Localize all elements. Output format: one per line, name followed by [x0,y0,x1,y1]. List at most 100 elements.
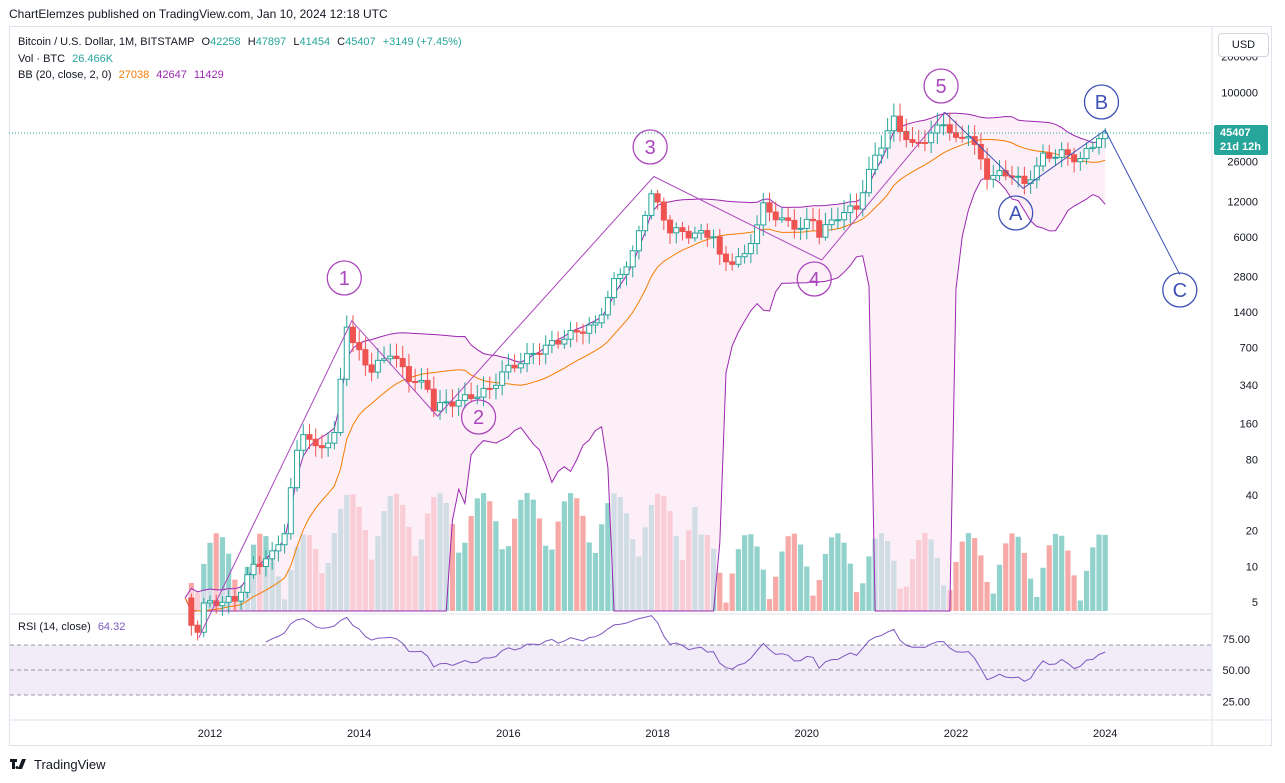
candle-body [1046,152,1053,159]
volume-bar [207,542,213,611]
volume-bar [555,521,561,611]
wave-label-5: 5 [936,76,947,98]
price-tick-label: 340 [1240,380,1258,392]
candle-body [194,624,201,633]
volume-value: 26.466K [72,53,114,65]
volume-bar [1096,534,1102,611]
volume-bar [717,572,723,611]
candle-body [859,192,866,210]
candle-body [710,236,717,239]
candle-body [642,214,649,232]
candle-body [244,574,251,593]
candle-body [455,399,462,407]
candle-body [890,115,897,132]
candle-body [785,217,792,221]
candle-body [691,232,698,239]
wave-label-b: B [1095,92,1108,114]
candle-body [729,261,736,265]
candle-body [884,130,891,149]
candle-body [741,253,748,258]
candle-body [424,380,431,390]
volume-bar [1083,570,1090,611]
elliott-wave-drawing[interactable] [198,111,1181,638]
volume-legend: Vol · BTC 26.466K [18,53,117,65]
volume-bar [785,536,791,611]
bb-lower-value: 11429 [193,69,224,81]
volume-bar [1071,575,1077,611]
candle-body [921,141,928,144]
wave-label-4: 4 [809,269,820,291]
candle-body [318,445,325,449]
wave-label-1: 1 [339,268,350,290]
candle-body [977,143,984,160]
candle-body [766,202,773,213]
candle-body [461,394,468,401]
candle-body [573,329,580,333]
candle-body [598,314,605,324]
rsi-band-fill [10,645,1212,695]
volume-bar [226,553,232,611]
rsi-label: RSI (14, close) [18,621,91,633]
candle-body [816,220,823,238]
volume-bar [1046,545,1052,611]
candle-body [207,600,213,604]
price-tick-label: 80 [1246,454,1258,466]
candle-body [368,364,375,373]
volume-bar [1077,600,1083,611]
volume-bar [449,524,456,611]
tradingview-logo-icon [10,758,26,769]
volume-bar [530,499,536,611]
volume-bar [468,516,474,611]
volume-bar [829,537,835,611]
candle-body [1021,175,1028,184]
time-tick-label: 2020 [795,728,819,740]
volume-bar [462,542,468,611]
candle-body [238,591,245,602]
candle-body [778,217,785,221]
candle-body [940,124,947,127]
candle-body [754,224,761,245]
candle-body [468,394,475,399]
candle-body [909,139,916,143]
volume-bar [953,561,959,611]
candle-body [492,384,499,389]
candle-body [996,170,1003,177]
volume-bar [797,544,804,611]
candle-body [772,211,779,221]
volume-bar [493,521,499,611]
volume-bar [1040,567,1046,611]
change-value: +3149 (+7.45%) [382,36,462,48]
candle-body [810,218,817,222]
bar-countdown: 21d 12h [1220,141,1261,153]
candle-body [679,227,686,232]
volume-bar [816,579,822,611]
time-tick-label: 2022 [944,728,968,740]
volume-bar [574,498,580,611]
low-value: 41454 [299,36,331,48]
candle-body [312,438,319,447]
candle-body [393,355,400,360]
wave-labels[interactable]: 1 2 3 4 5 A B C [326,68,1198,435]
currency-button[interactable]: USD [1218,33,1269,57]
wave-label-2: 2 [473,407,484,429]
candle-body [834,219,841,222]
price-tick-label: 12000 [1227,196,1258,208]
price-tick-label: 40 [1246,490,1258,502]
volume-bar [1090,547,1096,611]
volume-bar [480,493,487,611]
volume-bar [549,549,555,611]
time-axis[interactable]: 2012 2014 2016 2018 2020 2022 2024 [198,728,1118,740]
volume-bar [201,563,207,611]
candle-body [747,243,754,255]
candle-body [685,230,692,239]
wave-label-circle [923,68,959,104]
candle-body [828,219,835,226]
time-tick-label: 2014 [347,728,371,740]
candle-body [555,340,562,345]
price-axis[interactable]: 2000001000002600012000600028001400700340… [1221,52,1258,609]
close-value: 45407 [345,36,376,48]
candle-body [356,342,363,351]
candle-body [1083,148,1090,160]
symbol-label: Bitcoin / U.S. Dollar, 1M, BITSTAMP [18,36,195,48]
